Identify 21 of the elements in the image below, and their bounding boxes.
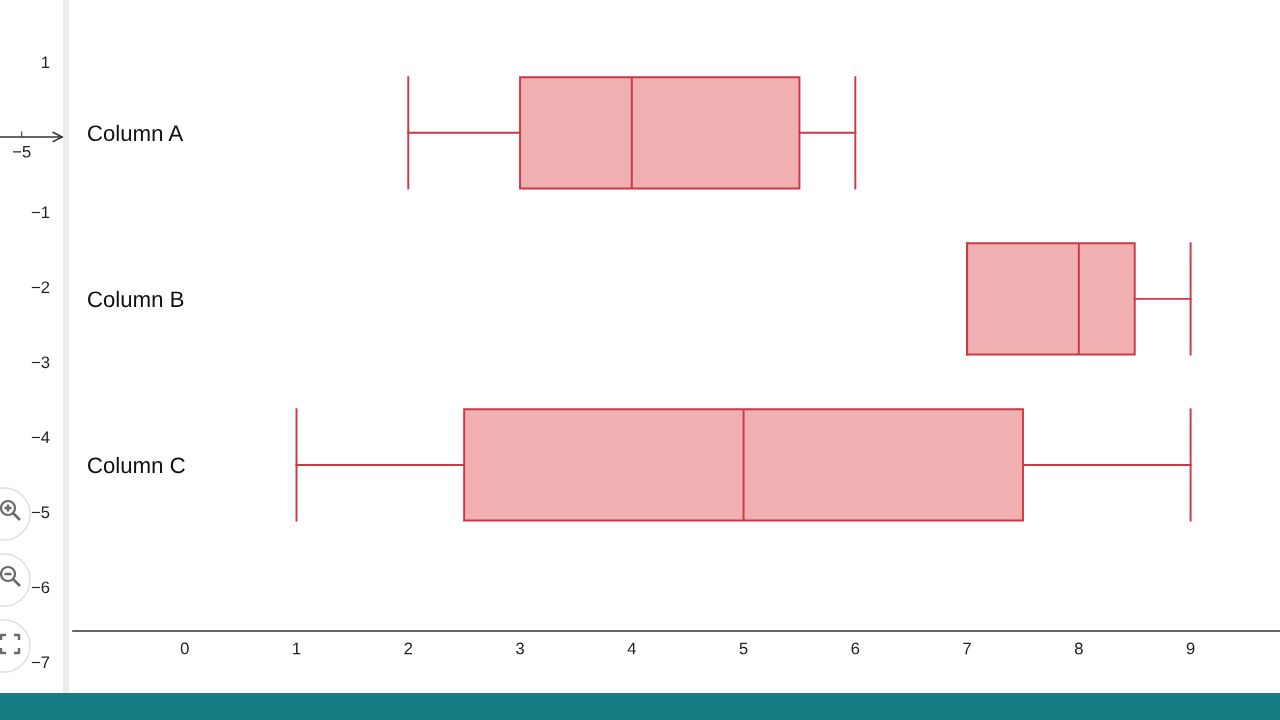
x-tick-label: 5 — [739, 642, 748, 655]
y-tick-label: −4 — [31, 431, 50, 444]
y-tick-label: −2 — [31, 281, 50, 294]
y-tick-label: Column A — [88, 124, 184, 142]
y-tick-label: −3 — [31, 356, 50, 369]
x-tick-label: 0 — [180, 642, 189, 655]
x-tick-label: 2 — [404, 642, 413, 655]
x-tick-label: 8 — [1074, 642, 1083, 655]
x-tick-label: 7 — [963, 642, 971, 655]
y-tick-label: Column C — [88, 456, 185, 474]
y-tick-label: 1 — [42, 56, 50, 69]
x-tick-label: 4 — [627, 642, 636, 655]
y-tick-label: −7 — [31, 656, 50, 669]
x-tick-label: 1 — [293, 642, 301, 655]
y-tick-label: Column B — [88, 290, 184, 308]
x-tick-label: 9 — [1186, 642, 1195, 655]
y-tick-label: −1 — [31, 206, 50, 219]
y-tick-label: −6 — [31, 581, 50, 594]
x-tick-label: 3 — [516, 642, 524, 655]
y-tick-label: −5 — [31, 506, 50, 519]
x-tick-label: 6 — [851, 642, 860, 655]
